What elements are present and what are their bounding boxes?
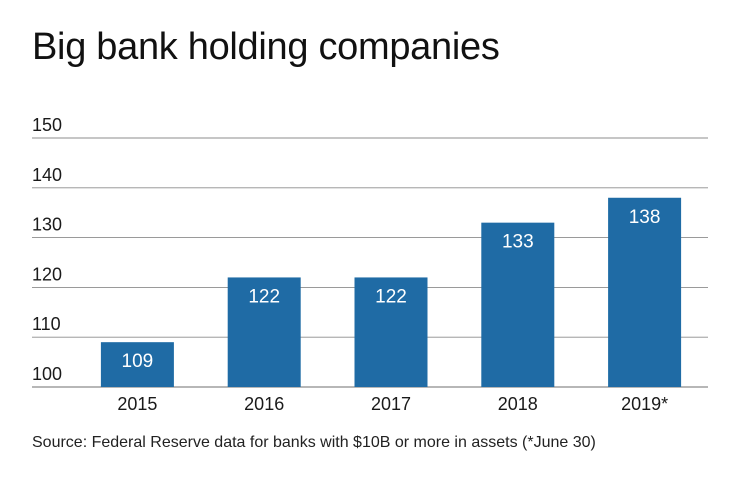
bar-value-label: 138 xyxy=(629,207,661,228)
bar-2018 xyxy=(481,222,555,387)
x-tick-label: 2015 xyxy=(117,394,157,414)
bar-value-label: 133 xyxy=(502,232,534,253)
y-axis-ticks: 100 110 120 130 140 150 xyxy=(32,115,62,384)
x-axis-ticks: 2015 2016 2017 2018 2019* xyxy=(117,394,668,414)
x-tick-label: 2018 xyxy=(498,394,538,414)
bar-2015 xyxy=(100,342,174,387)
bar-value-labels: 109 122 122 133 138 xyxy=(122,207,661,372)
y-tick-label: 120 xyxy=(32,264,62,284)
y-tick-label: 150 xyxy=(32,115,62,135)
x-tick-label: 2017 xyxy=(371,394,411,414)
bar-value-label: 109 xyxy=(122,351,154,372)
bar-2019* xyxy=(608,197,682,387)
bars xyxy=(100,197,682,387)
bar-2016 xyxy=(227,277,301,387)
y-tick-label: 110 xyxy=(32,314,61,334)
bar-value-label: 122 xyxy=(375,286,407,307)
source-note: Source: Federal Reserve data for banks w… xyxy=(32,434,596,451)
y-tick-label: 100 xyxy=(32,364,62,384)
x-tick-label: 2019* xyxy=(621,394,668,414)
x-tick-label: 2016 xyxy=(244,394,284,414)
y-tick-label: 140 xyxy=(32,165,62,185)
chart-title: Big bank holding companies xyxy=(32,26,500,68)
bar-value-label: 122 xyxy=(248,286,280,307)
bar-2017 xyxy=(354,277,428,387)
y-tick-label: 130 xyxy=(32,215,62,235)
